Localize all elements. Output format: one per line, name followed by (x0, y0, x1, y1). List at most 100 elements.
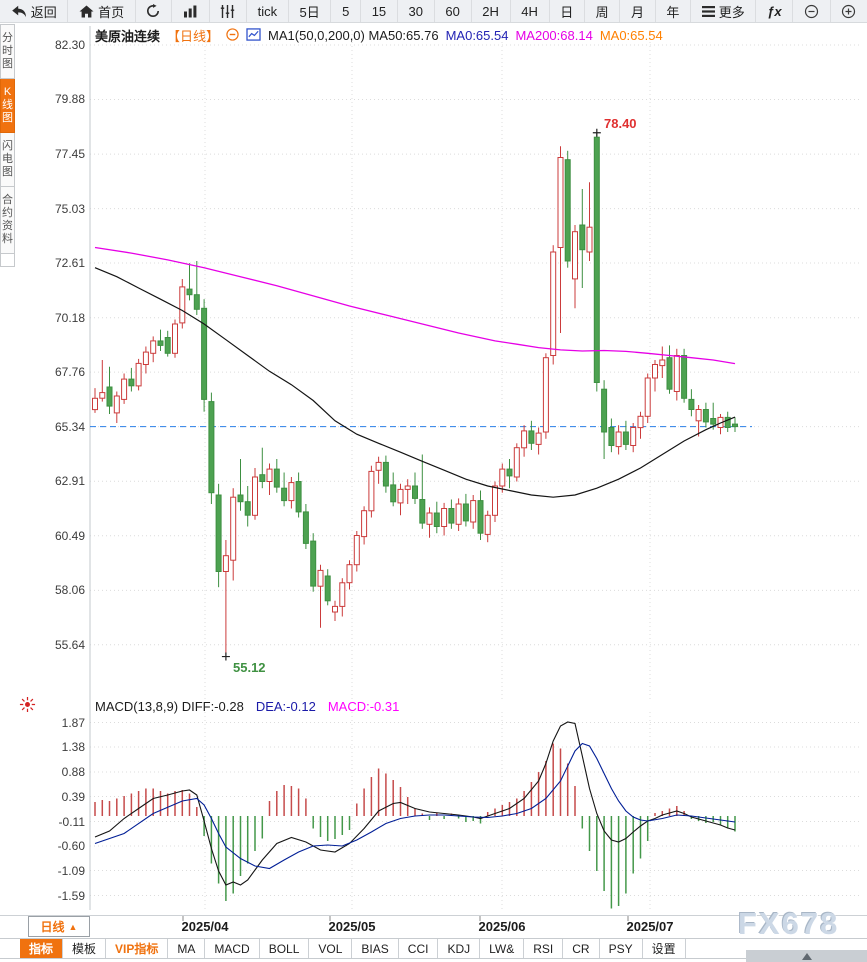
price-marker-cross (592, 128, 601, 137)
candle-body (732, 423, 738, 428)
candle-body (433, 512, 440, 527)
tab-indicator[interactable]: 指标 (20, 939, 64, 958)
candles-layer (92, 132, 738, 657)
candle-body (419, 499, 426, 524)
tab-template[interactable]: 模板 (63, 939, 107, 958)
candle-body (295, 481, 302, 513)
tab-bias[interactable]: BIAS (352, 939, 399, 958)
toolbar-item-home[interactable]: 首页 (68, 0, 136, 22)
sidebar-item-kline[interactable]: K线图 (0, 79, 15, 133)
toolbar-item-60-min[interactable]: 60 (435, 0, 472, 22)
toolbar-item-label: 更多 (718, 4, 745, 20)
toolbar-item-tick[interactable]: tick (247, 0, 289, 22)
tab-cr[interactable]: CR (563, 939, 600, 958)
toolbar-item-label: 60 (445, 3, 460, 19)
toolbar-item-weekly[interactable]: 周 (585, 0, 621, 22)
tab-psy[interactable]: PSY (600, 939, 643, 958)
toolbar-item-label: 日 (560, 4, 574, 20)
candle-body (237, 494, 244, 503)
toolbar-item-bar-chart-mode[interactable] (172, 0, 210, 22)
toolbar-item-5-min[interactable]: 5 (331, 0, 361, 22)
sidebar-item-lightning[interactable]: 闪电图 (0, 133, 15, 187)
chart-type-sidebar: 分时图 K线图 闪电图 合约资料 (0, 24, 15, 267)
macd-y-axis-label: -1.09 (57, 864, 85, 878)
candle-body (572, 231, 578, 280)
toolbar-item-30-min[interactable]: 30 (398, 0, 435, 22)
tab-lwr[interactable]: LW& (480, 939, 525, 958)
candle-body (302, 511, 309, 544)
toolbar-item-label: 30 (408, 3, 423, 19)
toolbar-item-zoom-out[interactable] (793, 0, 831, 22)
toolbar-item-monthly[interactable]: 月 (620, 0, 656, 22)
candle-body (353, 535, 360, 566)
toolbar-item-2-hour[interactable]: 2H (472, 0, 511, 22)
collapse-indicator-icon[interactable] (226, 27, 239, 44)
tab-cci[interactable]: CCI (399, 939, 439, 958)
candle-body (455, 503, 462, 525)
candle-body (259, 474, 266, 483)
tab-ma[interactable]: MA (168, 939, 206, 958)
toolbar-item-back[interactable]: 返回 (0, 0, 69, 22)
candle-body (601, 388, 608, 433)
toolbar-item-refresh[interactable] (136, 0, 173, 22)
y-axis-label: 72.61 (54, 256, 85, 270)
toolbar-item-label: 周 (595, 4, 609, 20)
panel-expand-handle[interactable] (746, 950, 867, 962)
candle-body (659, 359, 666, 367)
candle-body (470, 500, 477, 523)
toolbar-item-daily[interactable]: 日 (550, 0, 585, 22)
toolbar-item-zoom-in[interactable] (831, 0, 867, 22)
toolbar-item-formula[interactable]: ƒx (756, 0, 794, 22)
candle-body (230, 496, 237, 561)
y-axis-label: 77.45 (54, 147, 85, 161)
y-axis-label: 60.49 (54, 529, 85, 543)
candle-body (121, 378, 128, 400)
candle-body (106, 386, 113, 407)
tab-kdj[interactable]: KDJ (438, 939, 481, 958)
candle-body (99, 392, 106, 399)
price-annotation: 55.12 (233, 660, 266, 675)
tab-settings[interactable]: 设置 (643, 939, 686, 958)
sidebar-item-contract-info[interactable]: 合约资料 (0, 187, 15, 254)
tab-boll[interactable]: BOLL (260, 939, 310, 958)
candle-body (288, 482, 295, 502)
candle-body (448, 508, 455, 524)
candle-body (222, 555, 229, 573)
x-axis-month-label: 2025/05 (328, 919, 376, 934)
candle-body (550, 251, 557, 356)
sidebar-spacer (0, 254, 15, 267)
toolbar-item-label: 年 (666, 4, 680, 20)
toolbar-item-label: tick (257, 3, 278, 19)
toolbar-item-4-hour[interactable]: 4H (511, 0, 550, 22)
chart-header: 美原油连续 【日线】 MA1(50,0,200,0) MA50:65.76 MA0:6… (95, 26, 663, 45)
indicator-settings-icon[interactable] (19, 696, 36, 718)
candle-body (528, 430, 535, 444)
candle-body (164, 337, 171, 354)
toolbar-item-yearly[interactable]: 年 (656, 0, 692, 22)
indicator-tab-bar: 指标 模板 VIP指标 MA MACD BOLL VOL BIAS CCI KDJ LW& RSI CR… (0, 938, 867, 959)
tab-macd[interactable]: MACD (205, 939, 260, 958)
macd-diff-line (94, 721, 736, 886)
toolbar-item-5-day[interactable]: 5日 (289, 0, 332, 22)
candle-body (412, 485, 418, 499)
toolbar-item-more[interactable]: 更多 (691, 0, 757, 22)
candle-body (135, 362, 142, 387)
candle-body (499, 468, 506, 487)
toolbar-item-candle-mode[interactable] (210, 0, 247, 22)
tab-vip-indicator[interactable]: VIP指标 (106, 939, 169, 958)
macd-params-diff-label: MACD(13,8,9) DIFF:-0.28 (95, 699, 244, 714)
toolbar-item-15-min[interactable]: 15 (361, 0, 398, 22)
candle-body (681, 355, 688, 399)
tab-vol[interactable]: VOL (309, 939, 353, 958)
period-selector-button[interactable]: 日线 ▲ (28, 916, 90, 937)
macd-y-axis-label: 1.38 (61, 740, 85, 754)
toolbar-item-label: 5 (342, 3, 350, 19)
candle-body (150, 340, 157, 354)
sidebar-item-time-share[interactable]: 分时图 (0, 24, 15, 79)
y-axis-label: 67.76 (54, 365, 85, 379)
chart-type-icon[interactable] (246, 27, 261, 44)
toolbar-item-label: 返回 (30, 4, 57, 20)
fx-icon: ƒx (767, 3, 782, 19)
tab-rsi[interactable]: RSI (524, 939, 564, 958)
